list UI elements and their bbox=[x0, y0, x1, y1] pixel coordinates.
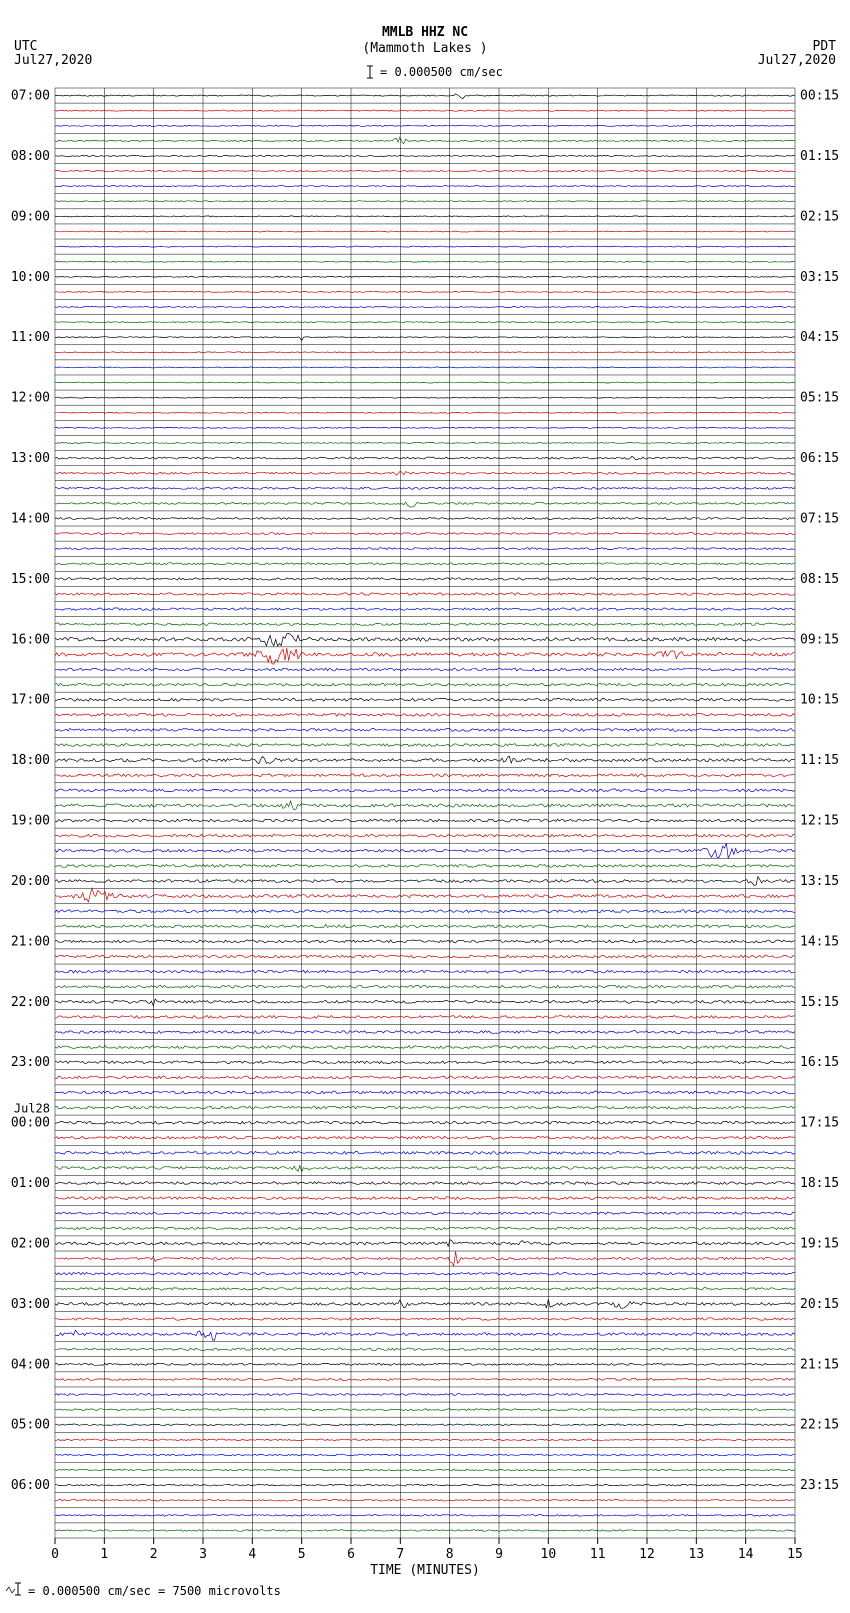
right-time-label: 08:15 bbox=[800, 572, 839, 587]
left-time-label: 16:00 bbox=[11, 632, 50, 647]
x-tick-label: 5 bbox=[298, 1547, 306, 1562]
right-date: Jul27,2020 bbox=[758, 53, 836, 68]
right-time-label: 10:15 bbox=[800, 693, 839, 708]
left-time-label: 02:00 bbox=[11, 1236, 50, 1251]
left-time-label: 08:00 bbox=[11, 149, 50, 164]
x-tick-label: 14 bbox=[738, 1547, 754, 1562]
left-time-label: 20:00 bbox=[11, 874, 50, 889]
left-time-label: 17:00 bbox=[11, 693, 50, 708]
right-time-label: 00:15 bbox=[800, 89, 839, 104]
scale-label: = 0.000500 cm/sec bbox=[380, 65, 503, 79]
right-time-label: 09:15 bbox=[800, 632, 839, 647]
right-time-label: 15:15 bbox=[800, 995, 839, 1010]
left-time-label: 21:00 bbox=[11, 934, 50, 949]
right-time-label: 23:15 bbox=[800, 1478, 839, 1493]
right-time-label: 02:15 bbox=[800, 209, 839, 224]
left-time-label: 12:00 bbox=[11, 391, 50, 406]
left-time-label: 10:00 bbox=[11, 270, 50, 285]
x-tick-label: 0 bbox=[51, 1547, 59, 1562]
left-time-label: 09:00 bbox=[11, 209, 50, 224]
x-tick-label: 9 bbox=[495, 1547, 503, 1562]
right-time-label: 18:15 bbox=[800, 1176, 839, 1191]
x-tick-label: 3 bbox=[199, 1547, 207, 1562]
x-axis-label: TIME (MINUTES) bbox=[370, 1563, 480, 1578]
x-tick-label: 1 bbox=[100, 1547, 108, 1562]
right-time-label: 22:15 bbox=[800, 1418, 839, 1433]
right-time-label: 14:15 bbox=[800, 934, 839, 949]
x-tick-label: 8 bbox=[446, 1547, 454, 1562]
left-time-label: 11:00 bbox=[11, 330, 50, 345]
x-tick-label: 15 bbox=[787, 1547, 803, 1562]
right-time-label: 19:15 bbox=[800, 1236, 839, 1251]
x-tick-label: 7 bbox=[396, 1547, 404, 1562]
right-time-label: 05:15 bbox=[800, 391, 839, 406]
station-title: MMLB HHZ NC bbox=[382, 25, 468, 40]
left-time-label: 19:00 bbox=[11, 814, 50, 829]
right-time-label: 01:15 bbox=[800, 149, 839, 164]
x-tick-label: 10 bbox=[541, 1547, 557, 1562]
left-time-label: 15:00 bbox=[11, 572, 50, 587]
x-tick-label: 12 bbox=[639, 1547, 655, 1562]
left-time-label: 07:00 bbox=[11, 89, 50, 104]
x-tick-label: 13 bbox=[689, 1547, 705, 1562]
right-time-label: 21:15 bbox=[800, 1357, 839, 1372]
left-time-label: 05:00 bbox=[11, 1418, 50, 1433]
left-time-label: 23:00 bbox=[11, 1055, 50, 1070]
right-time-label: 20:15 bbox=[800, 1297, 839, 1312]
footer-scale: = 0.000500 cm/sec = 7500 microvolts bbox=[28, 1584, 281, 1598]
x-tick-label: 4 bbox=[248, 1547, 256, 1562]
left-date: Jul27,2020 bbox=[14, 53, 92, 68]
left-time-label: 14:00 bbox=[11, 511, 50, 526]
left-time-label: 04:00 bbox=[11, 1357, 50, 1372]
x-tick-label: 11 bbox=[590, 1547, 606, 1562]
seismogram-container: MMLB HHZ NC(Mammoth Lakes ) = 0.000500 cm… bbox=[0, 0, 850, 1613]
left-time-label: 00:00 bbox=[11, 1116, 50, 1131]
x-tick-label: 6 bbox=[347, 1547, 355, 1562]
left-tz: UTC bbox=[14, 39, 37, 54]
right-time-label: 17:15 bbox=[800, 1116, 839, 1131]
left-time-label: 22:00 bbox=[11, 995, 50, 1010]
left-time-label: 18:00 bbox=[11, 753, 50, 768]
left-time-label: 03:00 bbox=[11, 1297, 50, 1312]
right-tz: PDT bbox=[813, 39, 837, 54]
x-tick-label: 2 bbox=[150, 1547, 158, 1562]
left-time-label: 06:00 bbox=[11, 1478, 50, 1493]
right-time-label: 13:15 bbox=[800, 874, 839, 889]
right-time-label: 07:15 bbox=[800, 511, 839, 526]
right-time-label: 11:15 bbox=[800, 753, 839, 768]
left-date-extra: Jul28 bbox=[14, 1102, 50, 1116]
right-time-label: 04:15 bbox=[800, 330, 839, 345]
right-time-label: 16:15 bbox=[800, 1055, 839, 1070]
right-time-label: 03:15 bbox=[800, 270, 839, 285]
left-time-label: 01:00 bbox=[11, 1176, 50, 1191]
left-time-label: 13:00 bbox=[11, 451, 50, 466]
location-text: (Mammoth Lakes ) bbox=[362, 41, 487, 56]
right-time-label: 06:15 bbox=[800, 451, 839, 466]
seismogram-svg: MMLB HHZ NC(Mammoth Lakes ) = 0.000500 cm… bbox=[0, 0, 850, 1613]
right-time-label: 12:15 bbox=[800, 814, 839, 829]
